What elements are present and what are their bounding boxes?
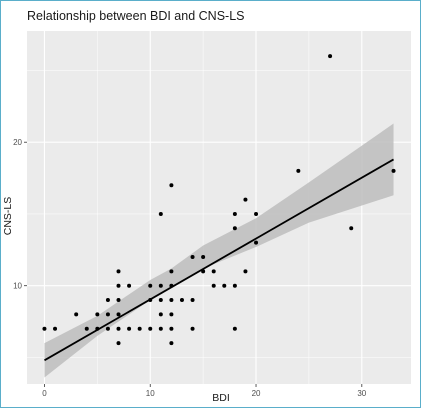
data-point [169, 312, 174, 317]
data-point [211, 283, 216, 288]
data-point [148, 283, 153, 288]
data-point [201, 255, 206, 260]
data-point [158, 211, 163, 216]
data-point [127, 326, 132, 331]
data-point [222, 283, 227, 288]
data-point [232, 283, 237, 288]
data-point [105, 326, 110, 331]
chart-title: Relationship between BDI and CNS-LS [27, 9, 244, 23]
data-point [243, 197, 248, 202]
x-axis-label: BDI [212, 392, 230, 404]
y-axis-ticks: 10 20 [13, 138, 27, 291]
data-point [169, 183, 174, 188]
grid-lines [27, 31, 411, 384]
data-point [328, 54, 333, 59]
data-point [190, 255, 195, 260]
data-point [296, 168, 301, 173]
data-point [116, 341, 121, 346]
confidence-band-area [44, 123, 394, 378]
data-point [169, 326, 174, 331]
data-point [158, 312, 163, 317]
data-point [232, 226, 237, 231]
data-point [169, 283, 174, 288]
y-tick-label: 20 [13, 138, 22, 147]
y-axis-label: CNS-LS [2, 197, 14, 236]
fit-line-group [44, 158, 394, 362]
x-tick-label: 0 [42, 389, 47, 398]
data-point [243, 269, 248, 274]
data-point [254, 211, 259, 216]
y-tick-label: 10 [13, 282, 22, 291]
data-point [137, 326, 142, 331]
data-point [158, 298, 163, 303]
data-point [190, 326, 195, 331]
data-point [211, 269, 216, 274]
data-point [116, 326, 121, 331]
data-point [179, 298, 184, 303]
data-point [148, 298, 153, 303]
data-point [158, 326, 163, 331]
data-point [53, 326, 58, 331]
data-point [116, 312, 121, 317]
confidence-band [44, 123, 394, 378]
data-point [349, 226, 354, 231]
data-point [169, 269, 174, 274]
data-point [169, 298, 174, 303]
x-tick-label: 30 [357, 389, 366, 398]
data-point [84, 326, 89, 331]
data-point [74, 312, 79, 317]
x-axis-ticks: 0 10 20 30 [42, 384, 367, 398]
data-point [391, 168, 396, 173]
data-point [201, 269, 206, 274]
data-point [169, 341, 174, 346]
data-point [116, 298, 121, 303]
data-point [232, 326, 237, 331]
data-point [95, 326, 100, 331]
data-point [116, 283, 121, 288]
x-tick-label: 20 [252, 389, 261, 398]
data-points [42, 54, 396, 346]
data-point [105, 312, 110, 317]
data-point [254, 240, 259, 245]
data-point [158, 283, 163, 288]
data-point [42, 326, 47, 331]
data-point [127, 283, 132, 288]
data-point [148, 326, 153, 331]
data-point [232, 211, 237, 216]
data-point [95, 312, 100, 317]
data-point [190, 298, 195, 303]
data-point [105, 298, 110, 303]
x-tick-label: 10 [146, 389, 155, 398]
data-point [116, 269, 121, 274]
regression-line [44, 158, 394, 362]
